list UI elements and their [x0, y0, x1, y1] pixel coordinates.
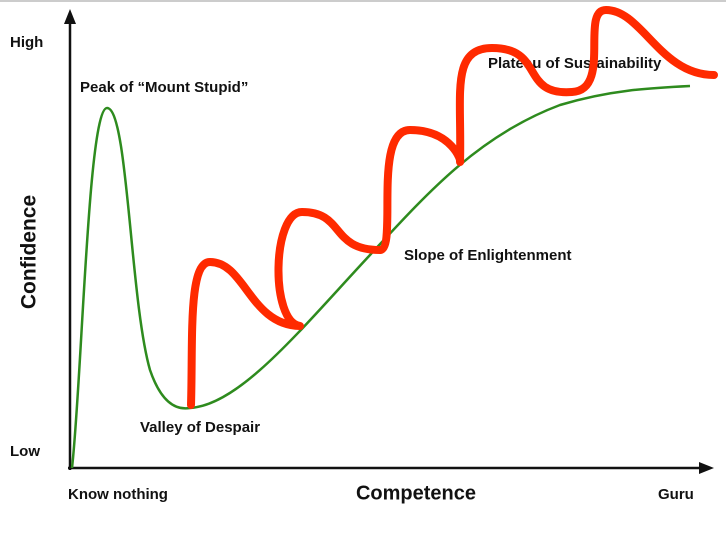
y-axis-title: Confidence — [18, 195, 41, 309]
actual-path-scribble — [187, 6, 718, 409]
x-end-label: Guru — [658, 486, 694, 503]
plateau-label: Plateau of Sustainability — [488, 55, 662, 72]
x-start-label: Know nothing — [68, 486, 168, 503]
x-axis-title: Competence — [356, 482, 476, 504]
valley-label: Valley of Despair — [140, 419, 260, 436]
peak-label: Peak of “Mount Stupid” — [80, 79, 248, 96]
y-high-label: High — [10, 34, 43, 51]
y-axis-arrow — [64, 9, 76, 24]
y-low-label: Low — [10, 443, 40, 460]
slope-label: Slope of Enlightenment — [404, 247, 572, 264]
x-axis-arrow — [699, 462, 714, 474]
